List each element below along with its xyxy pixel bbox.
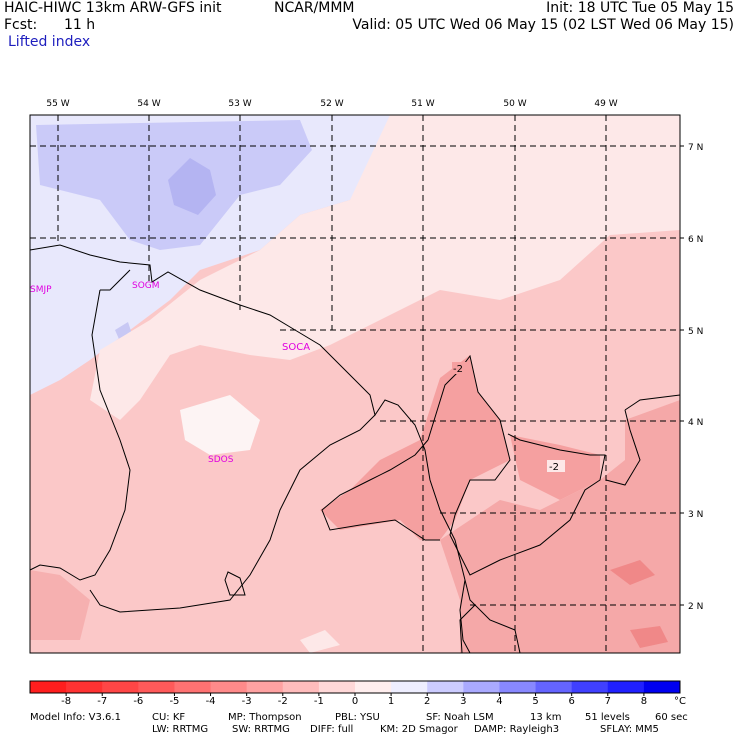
lat-label-7n: 7 N	[688, 143, 703, 153]
colorbar-tick-label: -3	[242, 696, 252, 707]
colorbar-swatch	[30, 681, 67, 693]
org-label: NCAR/MMM	[274, 0, 355, 16]
unstable-patch-strong-2	[630, 626, 668, 648]
fcst-value: 11 h	[64, 17, 96, 33]
colorbar-swatch	[138, 681, 175, 693]
lat-label-4n: 4 N	[688, 418, 703, 428]
lon-labels: 55 W 54 W 53 W 52 W 51 W 50 W 49 W	[46, 99, 617, 109]
colorbar-tick-label: -7	[97, 696, 107, 707]
lat-label-6n: 6 N	[688, 235, 703, 245]
footer-cu: CU: KF	[152, 712, 186, 723]
colorbar-swatch	[210, 681, 248, 693]
colorbar-tick-label: -6	[133, 696, 143, 707]
unstable-patch-lower-left	[30, 570, 90, 640]
lat-label-2n: 2 N	[688, 602, 703, 612]
colorbar-tick-label: 5	[532, 696, 538, 707]
colorbar-swatch	[535, 681, 573, 693]
contour-lines	[321, 354, 681, 654]
contour-label-2: -2	[549, 462, 559, 473]
footer-model-info: Model Info: V3.6.1	[30, 712, 121, 723]
station-labels: SMJP SOGM SOCA SDOS	[30, 281, 310, 465]
station-sdos: SDOS	[208, 455, 234, 465]
colorbar-tick-label: -8	[61, 696, 71, 707]
neutral-patch-bottom	[300, 630, 340, 653]
colorbar-swatch	[282, 681, 320, 693]
station-sogm: SOGM	[132, 281, 160, 291]
fcst-label: Fcst:	[4, 17, 38, 33]
lat-ticks	[680, 145, 684, 606]
lat-label-3n: 3 N	[688, 510, 703, 520]
colorbar: -8 -7 -6 -5 -4 -3 -2 -1 0 1 2 3 4 5 6 7 8 °C	[29, 680, 686, 707]
colorbar-tick-label: 7	[605, 696, 611, 707]
lon-label-55w: 55 W	[46, 99, 69, 109]
unstable-region-3	[440, 400, 680, 653]
footer-levels: 51 levels	[585, 712, 630, 723]
colorbar-tick-label: 6	[568, 696, 574, 707]
footer-timestep: 60 sec	[655, 712, 688, 723]
colorbar-swatch	[246, 681, 284, 693]
footer-pbl: PBL: YSU	[335, 712, 380, 723]
lon-label-50w: 50 W	[503, 99, 526, 109]
colorbar-tick-label: 4	[496, 696, 502, 707]
valid-time: Valid: 05 UTC Wed 06 May 15 (02 LST Wed …	[352, 17, 734, 33]
colorbar-tick-label: 0	[352, 696, 358, 707]
footer-resolution: 13 km	[530, 712, 562, 723]
footer-diff: DIFF: full	[310, 724, 354, 735]
lat-label-5n: 5 N	[688, 327, 703, 337]
field-name: Lifted index	[8, 34, 91, 50]
colorbar-tick-label: -5	[169, 696, 179, 707]
lon-label-52w: 52 W	[320, 99, 343, 109]
colorbar-tick-label: 3	[460, 696, 466, 707]
colorbar-swatch	[607, 681, 645, 693]
neutral-band	[90, 115, 680, 420]
lon-label-53w: 53 W	[228, 99, 251, 109]
stable-region-strong	[168, 158, 216, 215]
colorbar-swatch	[174, 681, 212, 693]
footer-lw: LW: RRTMG	[152, 724, 209, 735]
model-title: HAIC-HIWC 13km ARW-GFS init	[4, 0, 222, 16]
colorbar-tick-label: -2	[278, 696, 288, 707]
colorbar-tick-label: -1	[314, 696, 324, 707]
contour-label-1: -2	[453, 364, 463, 375]
colorbar-tick-label: 2	[424, 696, 430, 707]
coastlines	[29, 244, 521, 654]
colorbar-tick-label: 8	[641, 696, 647, 707]
footer-sf: SF: Noah LSM	[426, 712, 494, 723]
unstable-patch-strong	[610, 560, 655, 585]
station-soca: SOCA	[282, 342, 310, 353]
footer-sw: SW: RRTMG	[232, 724, 290, 735]
neutral-patch	[180, 395, 260, 455]
lon-label-49w: 49 W	[594, 99, 617, 109]
colorbar-swatch	[66, 681, 103, 693]
colorbar-swatch	[355, 681, 392, 693]
lon-label-51w: 51 W	[411, 99, 434, 109]
footer-damp: DAMP: Rayleigh3	[474, 724, 560, 735]
colorbar-swatch	[391, 681, 428, 693]
footer-km: KM: 2D Smagor	[380, 724, 458, 735]
colorbar-swatch	[318, 681, 356, 693]
lat-labels: 7 N 6 N 5 N 4 N 3 N 2 N	[688, 143, 703, 612]
footer-sflay: SFLAY: MM5	[600, 724, 659, 735]
colorbar-swatch	[643, 681, 681, 693]
colorbar-tick-label: 1	[388, 696, 394, 707]
contour-value-labels: -2 -2	[452, 362, 565, 473]
colorbar-tick-label: -4	[206, 696, 216, 707]
colorbar-swatch	[427, 681, 464, 693]
init-time: Init: 18 UTC Tue 05 May 15	[546, 0, 734, 16]
station-smjp: SMJP	[30, 285, 52, 295]
unstable-region-1	[320, 355, 510, 540]
lat-lon-grid	[30, 115, 680, 653]
lon-label-54w: 54 W	[137, 99, 160, 109]
footer-mp: MP: Thompson	[228, 712, 302, 723]
colorbar-swatch	[463, 681, 500, 693]
colorbar-swatch	[571, 681, 609, 693]
map-frame	[29, 114, 681, 654]
colorbar-swatch	[102, 681, 139, 693]
colorbar-unit: °C	[674, 696, 686, 707]
colorbar-swatch	[499, 681, 537, 693]
